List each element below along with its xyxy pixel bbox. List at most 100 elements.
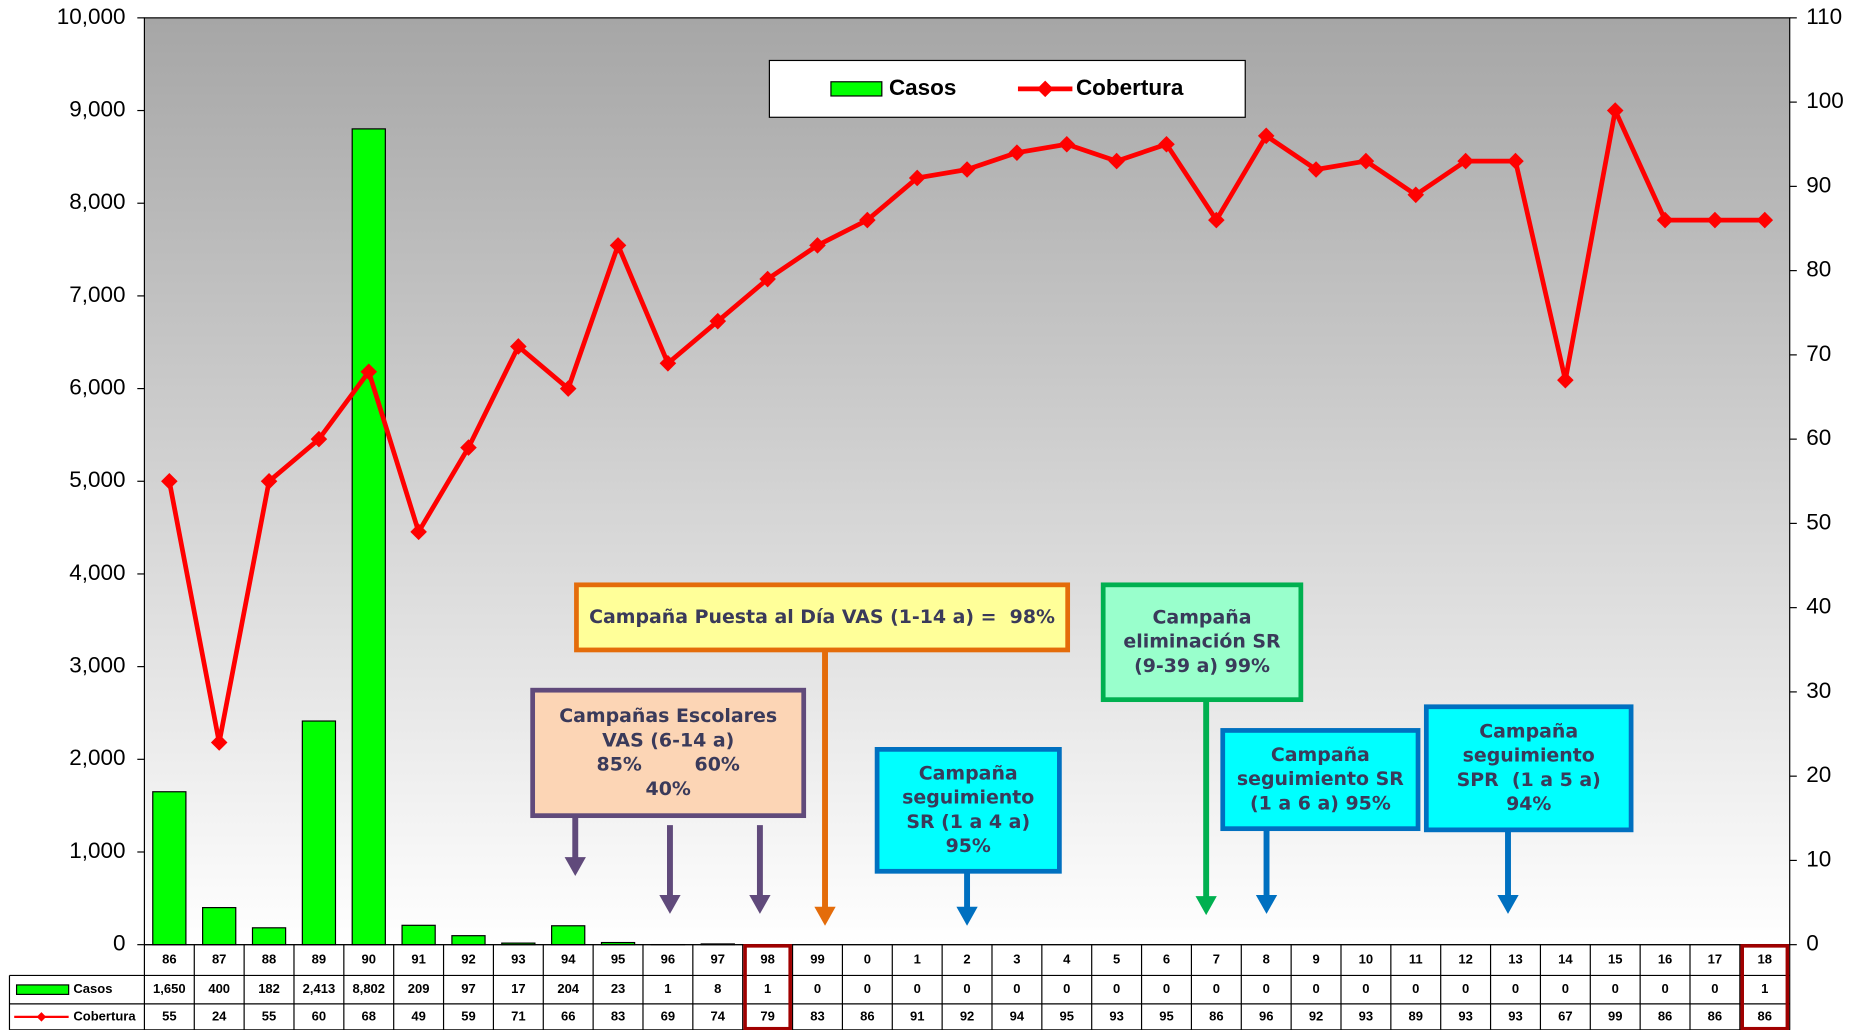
x-tick-label: 5 <box>1113 951 1120 966</box>
x-tick-label: 13 <box>1508 951 1522 966</box>
x-tick-label: 1 <box>914 951 921 966</box>
annotation-text: 85% 60% <box>597 754 740 776</box>
marker <box>1457 152 1474 170</box>
y2-tick-label: 50 <box>1806 509 1831 534</box>
x-tick-label: 6 <box>1163 951 1170 966</box>
annotation-box <box>1220 728 1421 832</box>
annotation-text: Campañas Escolares <box>559 705 777 727</box>
bar <box>401 924 436 946</box>
table-value: 0 <box>1612 981 1619 996</box>
annotation-box <box>1100 582 1304 703</box>
x-tick-label: 11 <box>1409 951 1423 966</box>
annotation-arrowhead <box>1255 894 1278 914</box>
table-value: 0 <box>1512 981 1519 996</box>
table-value: 55 <box>162 1008 176 1023</box>
y2-tick-label: 40 <box>1806 594 1831 619</box>
x-tick-label: 4 <box>1063 951 1071 966</box>
x-tick-label: 17 <box>1708 951 1722 966</box>
table-value: 71 <box>511 1008 525 1023</box>
table-value: 1,650 <box>153 981 186 996</box>
y2-tick-label: 0 <box>1806 931 1818 956</box>
x-tick-label: 97 <box>711 951 725 966</box>
table-value: 92 <box>960 1008 974 1023</box>
marker <box>559 380 577 397</box>
table-value: 89 <box>1409 1008 1423 1023</box>
table-value: 8 <box>714 981 721 996</box>
table-value: 400 <box>208 981 230 996</box>
annotation-box <box>530 687 807 819</box>
x-tick-label: 99 <box>810 951 824 966</box>
annotation-arrowhead <box>956 906 978 926</box>
annotation-text: 40% <box>646 778 691 800</box>
x-tick-label: 98 <box>760 951 774 966</box>
table-value: 8,802 <box>352 981 385 996</box>
annotation-box <box>1423 704 1634 833</box>
bar <box>251 927 287 946</box>
table-value: 69 <box>661 1008 675 1023</box>
table-value: 95 <box>1060 1008 1074 1023</box>
y2-tick-label: 10 <box>1806 846 1831 871</box>
table-value: 68 <box>362 1008 376 1023</box>
x-tick-label: 12 <box>1458 951 1472 966</box>
table-value: 96 <box>1259 1008 1273 1023</box>
table-value: 0 <box>864 981 871 996</box>
y2-tick-label: 60 <box>1806 425 1831 450</box>
y2-tick-label: 30 <box>1806 678 1831 703</box>
annotation-text: seguimiento <box>1463 745 1595 767</box>
annotation-box <box>874 746 1062 874</box>
table-value: 93 <box>1508 1008 1522 1023</box>
x-tick-label: 8 <box>1263 951 1270 966</box>
table-series-name: Cobertura <box>73 1008 136 1023</box>
marker <box>1606 102 1624 119</box>
y-tick-label: 6,000 <box>69 375 125 400</box>
annotation-text: Campaña <box>1153 606 1252 628</box>
x-tick-label: 96 <box>661 951 675 966</box>
y-tick-label: 1,000 <box>69 838 125 863</box>
table-value: 66 <box>561 1008 575 1023</box>
annotation-text: SR (1 a 4 a) <box>906 811 1030 833</box>
table-value: 83 <box>810 1008 824 1023</box>
x-tick-label: 16 <box>1658 951 1672 966</box>
table-value: 23 <box>611 981 625 996</box>
y-tick-label: 0 <box>113 931 126 956</box>
y-tick-label: 4,000 <box>69 560 125 585</box>
marker <box>809 237 826 254</box>
x-tick-label: 93 <box>511 951 525 966</box>
x-tick-label: 89 <box>312 951 326 966</box>
marker <box>1507 152 1524 170</box>
table-value: 86 <box>1708 1008 1722 1023</box>
legend-label: Cobertura <box>1076 75 1184 100</box>
x-tick-label: 90 <box>362 951 376 966</box>
bar <box>152 791 187 946</box>
x-tick-label: 87 <box>212 951 226 966</box>
marker <box>1208 211 1225 229</box>
table-value: 0 <box>1562 981 1569 996</box>
table-value: 86 <box>860 1008 874 1023</box>
annotation-arrowhead <box>1195 896 1217 916</box>
table-value: 92 <box>1309 1008 1323 1023</box>
table-value: 0 <box>1163 981 1170 996</box>
table-value: 93 <box>1109 1008 1123 1023</box>
y2-tick-label: 70 <box>1806 341 1831 366</box>
table-value: 60 <box>312 1008 326 1023</box>
table-value: 86 <box>1209 1008 1223 1023</box>
table-value: 0 <box>914 981 921 996</box>
x-tick-label: 95 <box>611 951 625 966</box>
marker <box>360 363 378 381</box>
table-value: 74 <box>711 1008 726 1023</box>
table-value: 0 <box>1661 981 1668 996</box>
y2-tick-label: 90 <box>1806 172 1831 197</box>
table-value: 1 <box>764 981 771 996</box>
marker <box>1108 152 1125 170</box>
table-value: 59 <box>461 1008 475 1023</box>
legend-label: Casos <box>889 75 956 100</box>
table-value: 17 <box>511 981 525 996</box>
x-tick-label: 9 <box>1312 951 1319 966</box>
annotation-text: Campaña <box>919 762 1018 784</box>
marker <box>310 430 328 448</box>
table-value: 95 <box>1159 1008 1173 1023</box>
y-tick-label: 2,000 <box>69 745 125 770</box>
table-value: 0 <box>1013 981 1020 996</box>
